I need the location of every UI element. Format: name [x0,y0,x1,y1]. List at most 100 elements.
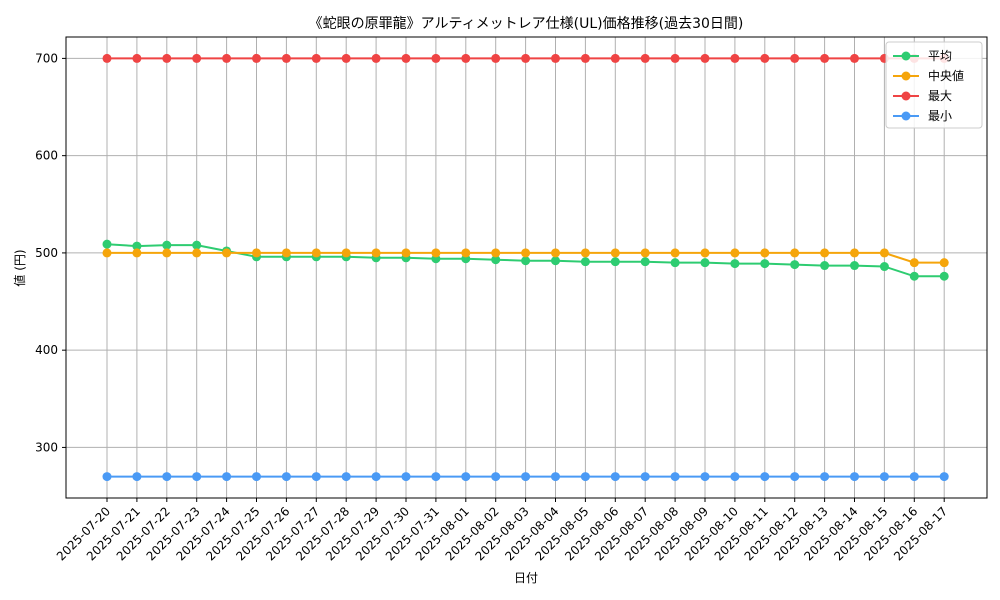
data-point [909,271,919,281]
legend-swatch-marker [901,51,911,61]
y-tick-label: 500 [35,246,58,260]
data-point [790,472,800,482]
data-point [640,472,650,482]
data-point [192,248,202,258]
data-point [341,472,351,482]
y-tick-label: 400 [35,343,58,357]
data-point [670,53,680,63]
data-point [760,248,770,258]
series-最大 [102,53,949,63]
y-tick-label: 300 [35,440,58,454]
legend-item: 中央値 [893,68,964,83]
data-point [162,240,172,250]
data-point [222,472,232,482]
y-tick-label: 600 [35,149,58,163]
data-point [850,248,859,258]
data-point [850,472,859,482]
data-point [580,257,590,267]
data-point [640,257,650,267]
data-point [341,53,351,63]
legend-swatch-marker [901,91,911,101]
data-point [461,53,471,63]
data-point [580,53,590,63]
data-point [341,248,351,258]
series-中央値 [102,248,949,268]
x-axis-title: 日付 [514,571,538,585]
data-point [431,248,441,258]
data-point [222,248,232,258]
data-point [850,53,859,63]
data-point [700,472,710,482]
data-point [551,248,560,258]
data-point [820,261,830,271]
legend-item: 最大 [893,89,952,103]
data-point [162,53,172,63]
y-tick-label: 700 [35,51,58,65]
data-point [132,472,142,482]
data-point [610,248,620,258]
data-point [132,53,142,63]
data-point [790,53,800,63]
data-point [281,248,291,258]
data-point [670,248,680,258]
data-point [879,248,889,258]
data-point [670,258,680,268]
data-point [790,248,800,258]
data-point [491,53,501,63]
data-point [491,472,501,482]
chart-title: 《蛇眼の原罪龍》アルティメットレア仕様(UL)価格推移(過去30日間) [309,15,744,32]
data-point [192,53,202,63]
axes: 2025-07-202025-07-212025-07-222025-07-23… [35,51,950,563]
data-point [521,472,531,482]
data-point [760,472,770,482]
data-point [879,472,889,482]
data-point [252,248,261,258]
data-point [580,472,590,482]
y-axis-title: 値 (円) [12,249,27,286]
data-point [760,53,770,63]
data-point [371,248,381,258]
data-point [521,53,531,63]
data-point [252,472,261,482]
legend-label: 最小 [928,109,952,123]
data-point [700,53,710,63]
data-point [461,472,471,482]
data-point [909,258,919,268]
data-point [700,258,710,268]
data-point [371,53,381,63]
data-point [281,53,291,63]
data-point [162,248,172,258]
data-point [551,256,560,266]
data-point [790,260,800,270]
data-point [640,53,650,63]
data-point [580,248,590,258]
data-point [640,248,650,258]
data-point [760,259,770,269]
data-point [730,53,740,63]
data-point [431,53,441,63]
data-point [371,472,381,482]
data-point [730,248,740,258]
data-point [850,261,859,271]
data-point [401,472,411,482]
data-point [700,248,710,258]
data-point [222,53,232,63]
legend-label: 最大 [928,89,952,103]
data-point [551,53,560,63]
data-point [102,239,112,249]
data-point [401,248,411,258]
legend-label: 平均 [928,49,952,63]
data-point [939,258,949,268]
data-point [610,257,620,267]
plot-area-frame [65,36,988,499]
data-point [730,259,740,269]
data-point [401,53,411,63]
data-point [670,472,680,482]
data-point [820,472,830,482]
data-point [939,271,949,281]
data-point [610,472,620,482]
data-point [192,472,202,482]
series [102,53,949,482]
